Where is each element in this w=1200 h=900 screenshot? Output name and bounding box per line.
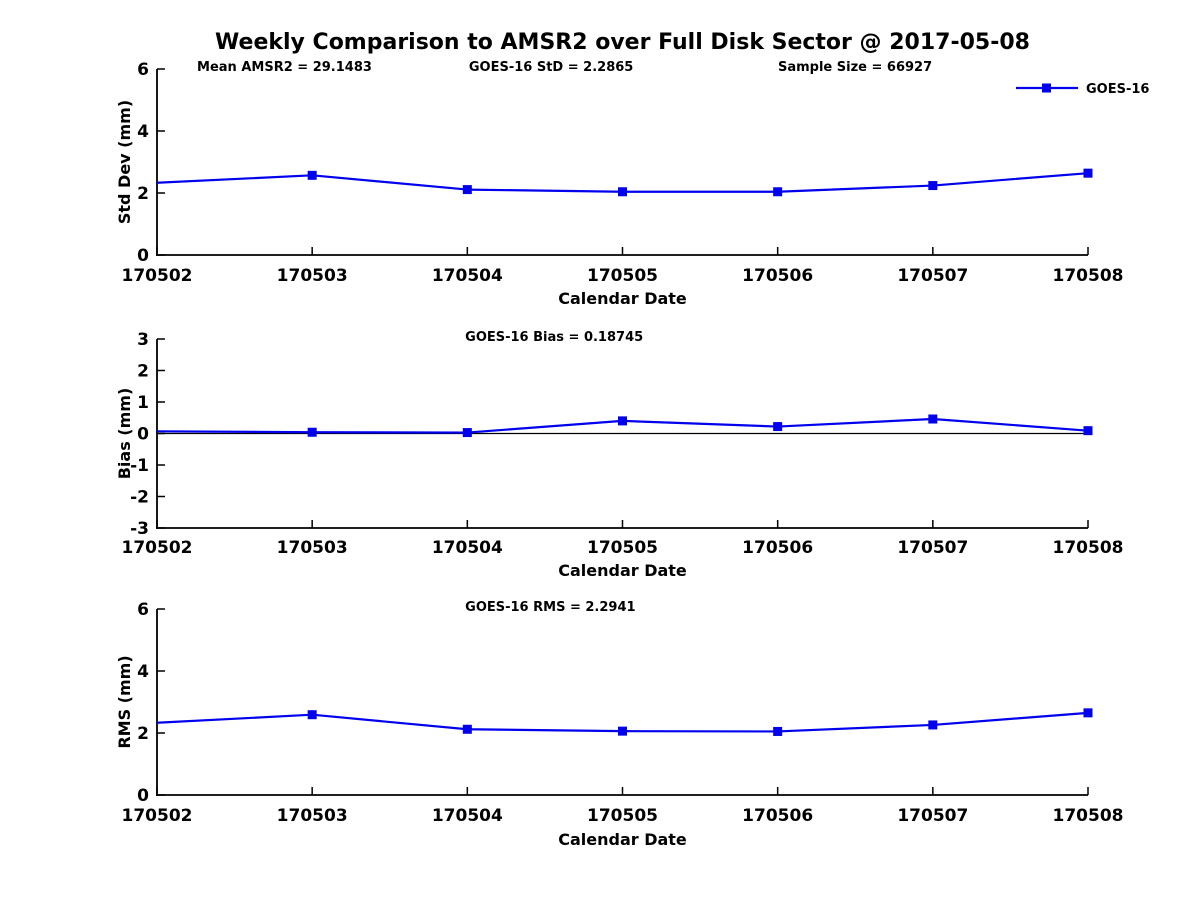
x-tick-label: 170506 [742, 266, 813, 286]
x-tick-label: 170505 [587, 806, 658, 826]
y-tick-label: 2 [137, 184, 149, 204]
y-tick-label: 6 [137, 600, 149, 620]
y-tick-label: 4 [137, 122, 149, 142]
plot-rms: 0 2 4 6 170502 170503 170504 170505 170506 170507… [115, 600, 1123, 849]
plot-annotation: Sample Size = 66927 [778, 60, 932, 75]
data-point-marker [618, 187, 627, 197]
x-tick-label: 170507 [897, 538, 968, 558]
x-tick-label: 170502 [122, 806, 193, 826]
y-axis-label: RMS (mm) [115, 655, 134, 748]
data-point-marker [307, 427, 317, 437]
x-tick-label: 170508 [1053, 806, 1124, 826]
x-axis-label: Calendar Date [558, 561, 687, 580]
x-tick-label: 170502 [122, 266, 193, 286]
y-axis-label: Bias (mm) [115, 388, 134, 480]
x-tick-label: 170504 [432, 806, 503, 826]
legend-label: GOES-16 [1086, 82, 1149, 97]
x-tick-label: 170508 [1053, 266, 1124, 286]
data-point-marker [618, 416, 627, 426]
y-tick-label: 0 [137, 786, 149, 806]
chart-title: Weekly Comparison to AMSR2 over Full Dis… [215, 30, 1030, 55]
y-tick-label: 1 [137, 393, 149, 413]
data-point-marker [462, 724, 472, 734]
x-tick-label: 170506 [742, 538, 813, 558]
plot-std-dev: 0 2 4 6 170502 170503 170504 170505 170506 170507… [115, 60, 1123, 308]
data-point-marker [307, 170, 317, 180]
plot-annotation: GOES-16 RMS = 2.2941 [465, 600, 635, 615]
data-point-marker [773, 422, 783, 432]
x-axis-label: Calendar Date [558, 289, 687, 308]
y-tick-label: 3 [137, 330, 149, 350]
y-tick-label: 2 [137, 362, 149, 382]
data-point-marker [773, 726, 783, 736]
data-point-marker [1083, 426, 1093, 436]
y-tick-label: 2 [137, 724, 149, 744]
data-point-marker [307, 710, 317, 720]
x-tick-label: 170504 [432, 538, 503, 558]
y-tick-label: 0 [137, 425, 149, 445]
legend-marker-icon [1042, 83, 1051, 93]
data-point-marker [462, 185, 472, 195]
y-tick-label: -1 [130, 456, 149, 476]
x-tick-label: 170507 [897, 806, 968, 826]
x-tick-label: 170503 [277, 538, 348, 558]
y-tick-label: -2 [130, 488, 149, 508]
data-point-marker [773, 187, 783, 197]
y-tick-label: 6 [137, 60, 149, 80]
x-axis-label: Calendar Date [558, 830, 687, 849]
x-tick-label: 170507 [897, 266, 968, 286]
data-point-marker [928, 181, 938, 191]
data-point-marker [618, 726, 627, 736]
data-point-marker [462, 428, 472, 438]
x-tick-label: 170506 [742, 806, 813, 826]
data-point-marker [928, 720, 938, 730]
y-tick-label: 0 [137, 246, 149, 266]
plot-annotation: GOES-16 Bias = 0.18745 [465, 330, 643, 345]
x-tick-label: 170503 [277, 266, 348, 286]
plot-annotation: Mean AMSR2 = 29.1483 [197, 60, 372, 75]
data-point-marker [1083, 708, 1093, 718]
y-tick-label: -3 [130, 519, 149, 539]
y-tick-label: 4 [137, 662, 149, 682]
x-tick-label: 170505 [587, 538, 658, 558]
x-tick-label: 170508 [1053, 538, 1124, 558]
plot-bias: -3 -2 -1 0 1 2 3 170502 170503 170504 170505 170506… [115, 330, 1123, 580]
y-axis-label: Std Dev (mm) [115, 100, 134, 224]
x-tick-label: 170504 [432, 266, 503, 286]
x-tick-label: 170502 [122, 538, 193, 558]
data-point-marker [1083, 168, 1093, 178]
x-tick-label: 170505 [587, 266, 658, 286]
generated-plots: 0 2 4 6 170502 170503 170504 170505 170506 170507… [115, 60, 1123, 849]
legend: GOES-16 [1016, 82, 1149, 97]
plot-annotation: GOES-16 StD = 2.2865 [469, 60, 633, 75]
x-tick-label: 170503 [277, 806, 348, 826]
data-point-marker [928, 414, 938, 424]
